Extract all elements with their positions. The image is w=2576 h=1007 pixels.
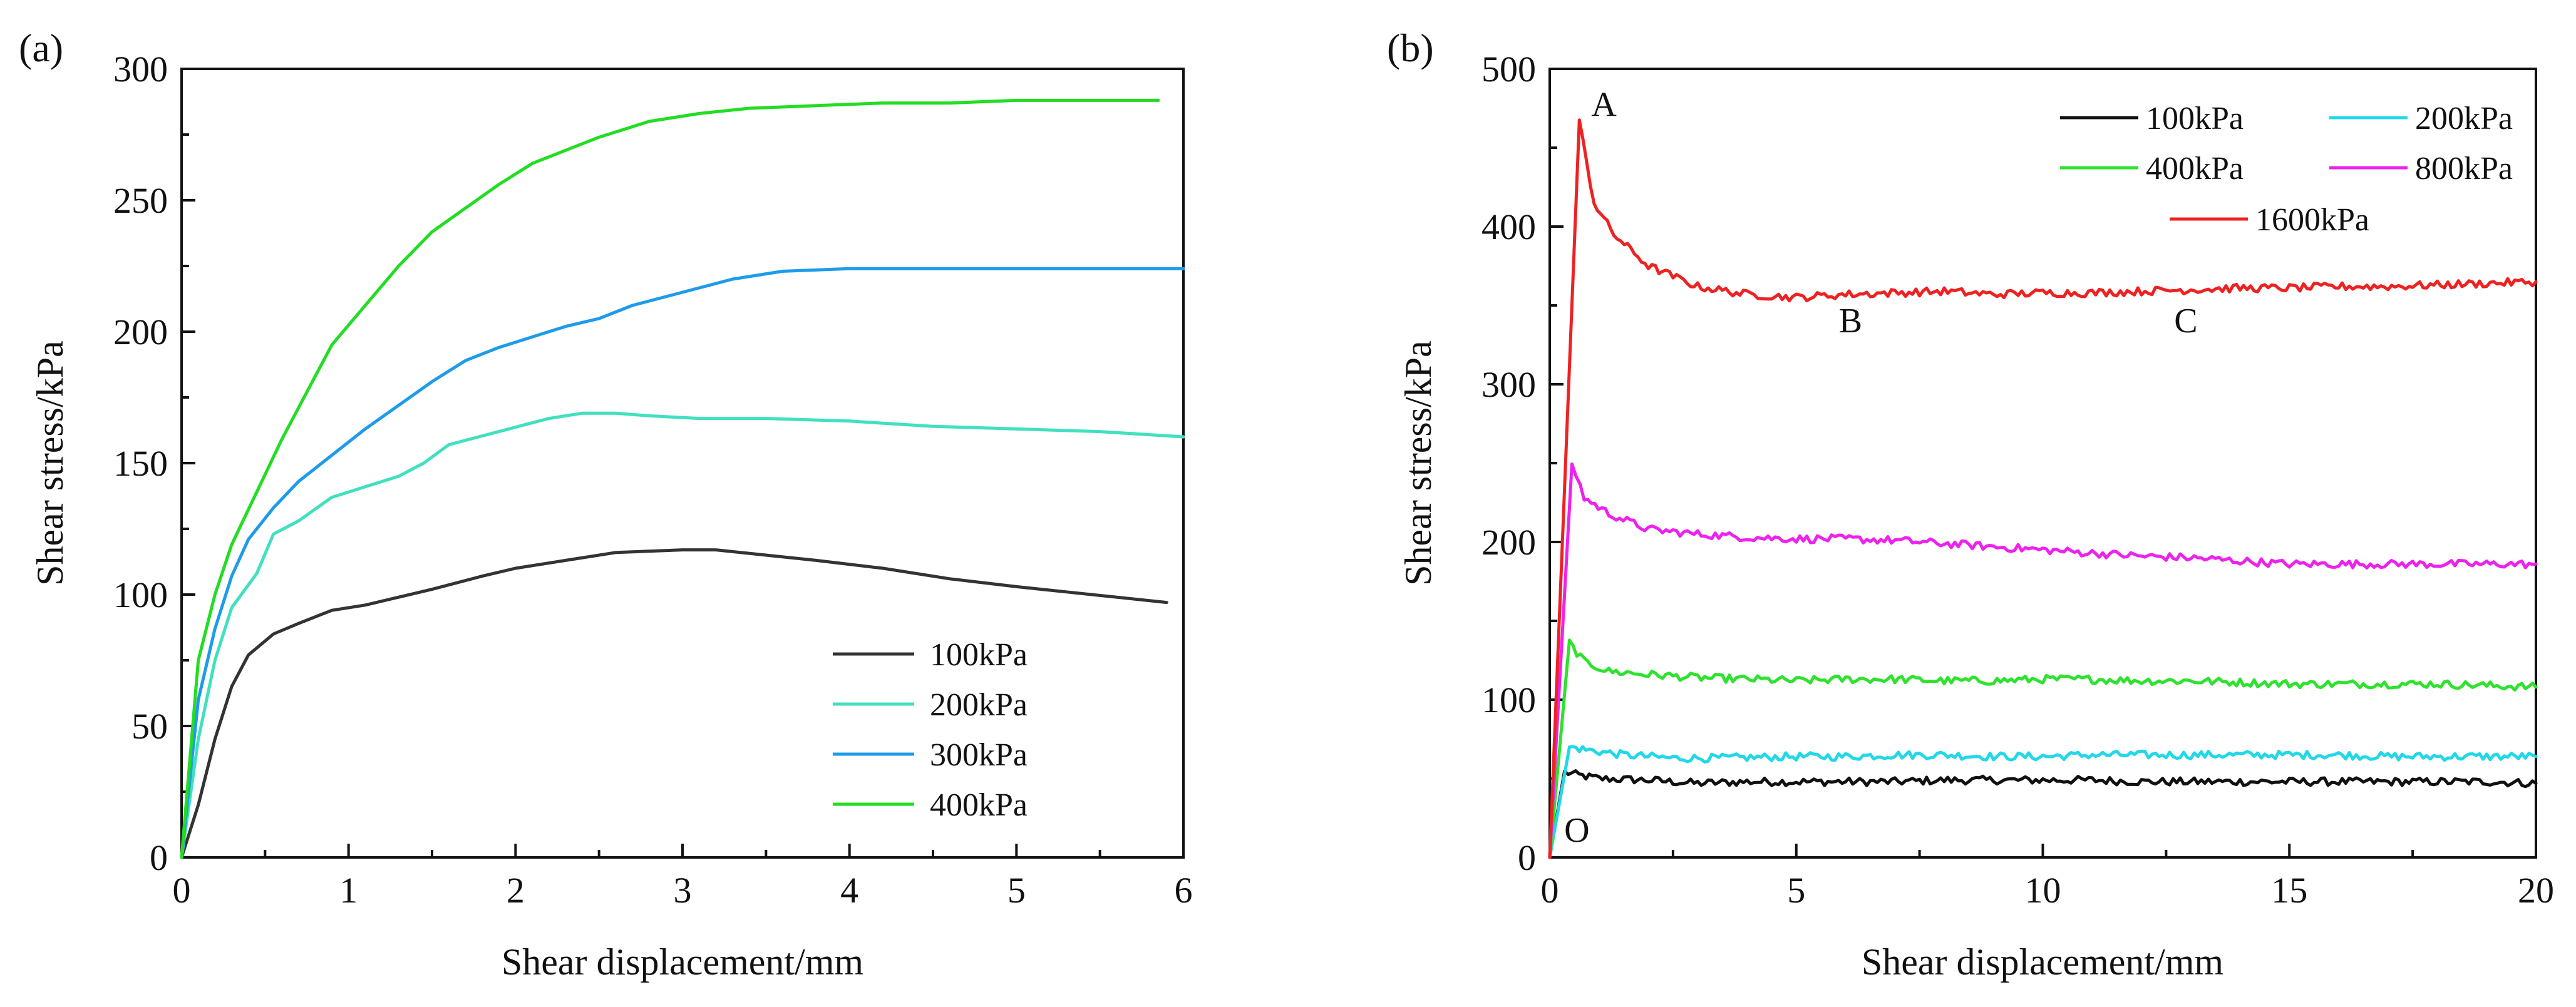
panel-a-x-tick-label: 2	[507, 870, 525, 911]
panel-b-annotation-O: O	[1564, 811, 1589, 850]
panel-a-series	[180, 98, 1185, 859]
panel-b-annotation-C: C	[2174, 302, 2197, 340]
panel-b-x-tick-label: 15	[2271, 870, 2307, 911]
panel-a-legend-label: 300kPa	[930, 737, 1028, 773]
panel-a-y-tick-label: 100	[113, 575, 168, 615]
panel-a-x-axis-title: Shear displacement/mm	[502, 941, 863, 983]
panel-b-x-tick-label: 5	[1787, 870, 1805, 911]
panel-b-y-tick-label: 200	[1481, 522, 1536, 563]
panel-a-ticks: 0 1 2 3 4 5 6 0 50 100 150 200 250 300	[113, 49, 1193, 911]
panel-b-series	[1548, 118, 2538, 859]
panel-b-y-axis-title: Shear stress/kPa	[1398, 340, 1439, 586]
panel-b-y-tick-label: 500	[1481, 49, 1536, 89]
panel-b-series-100kPa	[1548, 769, 2538, 859]
panel-a-legend-label: 200kPa	[930, 687, 1028, 723]
panel-a-x-tick-label: 3	[674, 870, 692, 911]
chart-panel-a: (a) 0 1 2 3 4 5 6 0 50 100 150 200 250 300 100kPa 200k…	[19, 26, 1193, 983]
panel-a-x-tick-label: 5	[1007, 870, 1026, 911]
panel-b-label: (b)	[1387, 26, 1434, 70]
panel-b-annotations: A B C O	[1564, 86, 2197, 850]
panel-b-legend-label: 100kPa	[2146, 101, 2244, 136]
panel-b-annotation-B: B	[1839, 302, 1862, 340]
panel-a-x-tick-label: 4	[840, 870, 858, 911]
panel-b-annotation-A: A	[1591, 86, 1617, 125]
panel-a-y-tick-label: 50	[131, 706, 168, 747]
panel-a-legend-label: 400kPa	[930, 787, 1028, 823]
panel-a-label: (a)	[19, 26, 63, 70]
panel-a-series-100kPa	[180, 548, 1168, 859]
panel-b-y-tick-label: 400	[1481, 207, 1536, 247]
panel-a-x-tick-label: 6	[1175, 870, 1193, 911]
panel-b-legend-label: 800kPa	[2415, 151, 2513, 187]
panel-a-y-tick-label: 0	[150, 837, 168, 878]
panel-a-legend: 100kPa 200kPa 300kPa 400kPa	[833, 637, 1028, 823]
panel-b-x-tick-label: 0	[1541, 870, 1559, 911]
panel-b-y-tick-label: 300	[1481, 364, 1536, 405]
panel-a-legend-label: 100kPa	[930, 637, 1028, 673]
panel-a-y-tick-label: 250	[113, 180, 168, 221]
panel-a-y-tick-label: 300	[113, 49, 168, 89]
panel-b-legend: 100kPa 200kPa 400kPa 800kPa 1600kPa	[2060, 101, 2513, 238]
panel-b-series-400kPa	[1548, 638, 2538, 859]
panel-a-plot-frame	[180, 68, 1185, 859]
panel-b-x-axis-title: Shear displacement/mm	[1862, 941, 2223, 983]
panel-b-x-tick-label: 20	[2518, 870, 2554, 911]
panel-b-y-tick-label: 0	[1518, 837, 1536, 878]
panel-a-x-tick-label: 1	[339, 870, 358, 911]
panel-a-series-200kPa	[180, 411, 1185, 859]
panel-a-x-tick-label: 0	[173, 870, 191, 911]
panel-a-y-tick-label: 150	[113, 443, 168, 484]
panel-b-legend-label: 1600kPa	[2255, 202, 2369, 238]
panel-b-series-1600kPa	[1548, 118, 2538, 859]
panel-b-plot-frame	[1548, 68, 2537, 859]
panel-b-x-tick-label: 10	[2025, 870, 2061, 911]
panel-b-legend-label: 400kPa	[2146, 151, 2244, 187]
panel-b-y-tick-label: 100	[1481, 680, 1536, 720]
panel-b-series-800kPa	[1548, 462, 2538, 859]
panel-a-y-tick-label: 200	[113, 312, 168, 352]
panel-b-series-200kPa	[1548, 745, 2538, 859]
panel-a-y-axis-title: Shear stress/kPa	[29, 340, 71, 586]
panel-a-series-400kPa	[180, 98, 1160, 859]
panel-a-series-300kPa	[180, 267, 1185, 859]
panel-b-legend-label: 200kPa	[2415, 101, 2513, 136]
